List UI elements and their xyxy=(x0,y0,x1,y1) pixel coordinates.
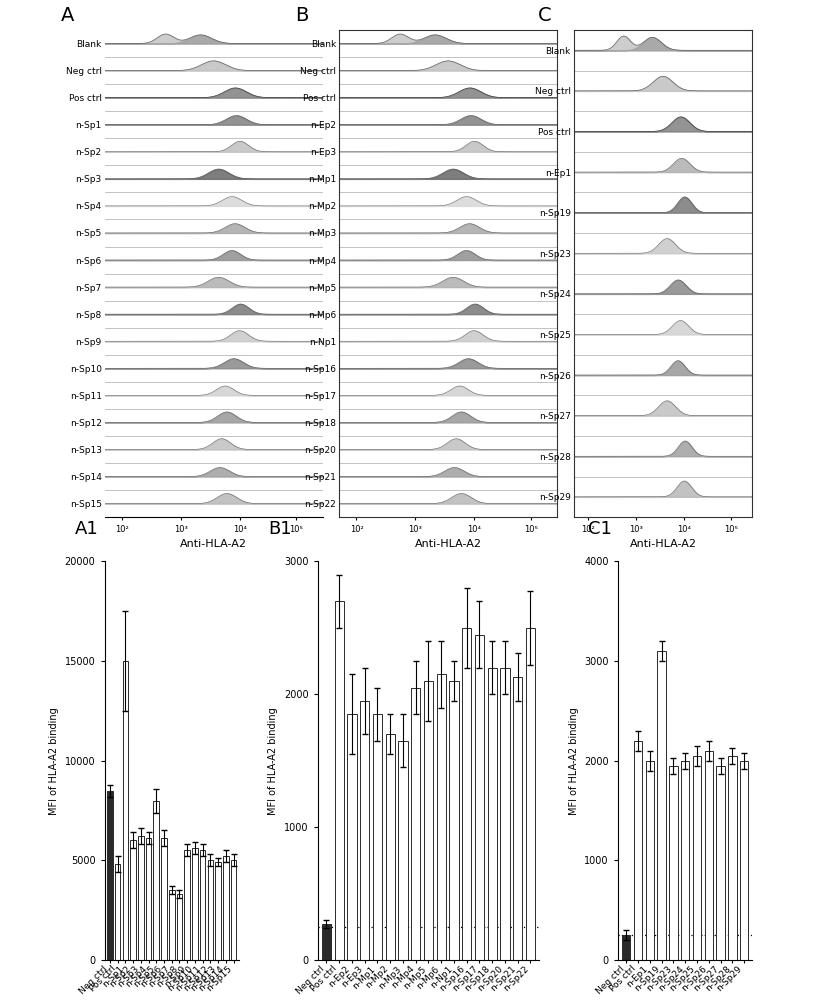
Bar xyxy=(645,761,654,960)
Bar xyxy=(693,756,701,960)
Bar xyxy=(334,601,344,960)
X-axis label: Anti-HLA-A2: Anti-HLA-A2 xyxy=(630,539,696,549)
Bar xyxy=(622,935,630,960)
Bar xyxy=(669,766,678,960)
Bar xyxy=(436,674,446,960)
Bar xyxy=(223,856,228,960)
Bar xyxy=(385,734,395,960)
Bar xyxy=(462,628,472,960)
Bar xyxy=(657,651,665,960)
Bar xyxy=(185,850,190,960)
Bar xyxy=(192,848,197,960)
Bar xyxy=(526,628,535,960)
Y-axis label: MFI of HLA-A2 binding: MFI of HLA-A2 binding xyxy=(49,707,59,815)
Text: B: B xyxy=(295,6,308,25)
Bar xyxy=(450,681,458,960)
Bar xyxy=(716,766,725,960)
Bar xyxy=(322,924,331,960)
Bar xyxy=(161,838,167,960)
Bar xyxy=(154,801,159,960)
Bar xyxy=(123,661,128,960)
Y-axis label: MFI of HLA-A2 binding: MFI of HLA-A2 binding xyxy=(568,707,579,815)
Bar xyxy=(216,862,221,960)
Text: B1: B1 xyxy=(268,520,293,538)
Bar xyxy=(231,860,237,960)
Bar xyxy=(347,714,356,960)
Bar xyxy=(475,635,484,960)
Bar xyxy=(145,838,151,960)
Bar xyxy=(501,668,510,960)
Y-axis label: MFI of HLA-A2 binding: MFI of HLA-A2 binding xyxy=(268,707,278,815)
Text: C: C xyxy=(538,6,552,25)
Bar xyxy=(360,701,370,960)
Text: C1: C1 xyxy=(589,520,612,538)
Text: A: A xyxy=(61,6,74,25)
Bar xyxy=(513,677,522,960)
Bar xyxy=(487,668,497,960)
Bar xyxy=(207,860,213,960)
Bar xyxy=(200,850,206,960)
Text: A1: A1 xyxy=(75,520,99,538)
Bar xyxy=(138,836,144,960)
Bar xyxy=(107,791,113,960)
Bar xyxy=(634,741,642,960)
Bar xyxy=(169,890,175,960)
X-axis label: Anti-HLA-A2: Anti-HLA-A2 xyxy=(415,539,482,549)
Bar xyxy=(705,751,713,960)
Bar xyxy=(411,688,421,960)
X-axis label: Anti-HLA-A2: Anti-HLA-A2 xyxy=(180,539,247,549)
Bar xyxy=(115,864,120,960)
Bar xyxy=(130,840,136,960)
Bar xyxy=(740,761,748,960)
Bar xyxy=(681,761,690,960)
Bar xyxy=(176,894,182,960)
Bar xyxy=(373,714,382,960)
Bar xyxy=(424,681,433,960)
Bar xyxy=(399,741,407,960)
Bar xyxy=(728,756,737,960)
